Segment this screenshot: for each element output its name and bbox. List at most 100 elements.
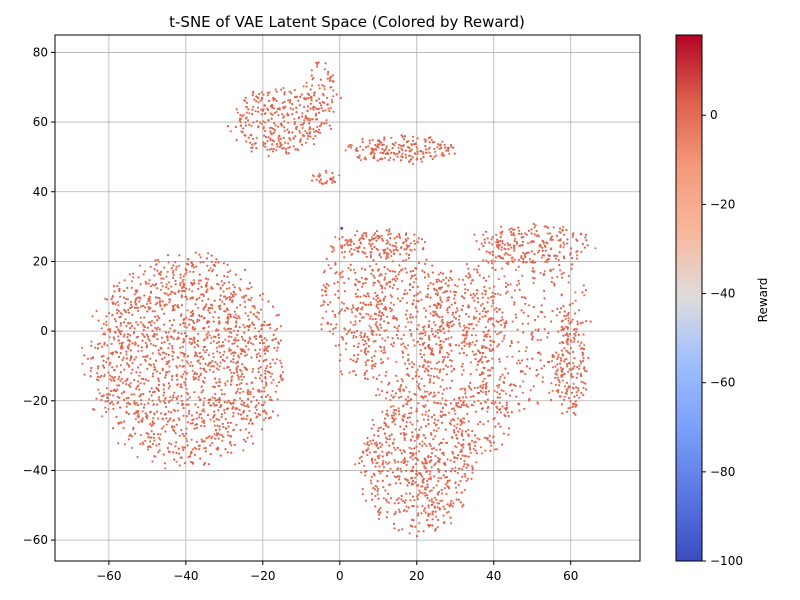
scatter-point [121,346,124,349]
scatter-point [290,92,293,95]
scatter-point [215,258,218,261]
scatter-point [429,154,432,158]
scatter-point [501,242,504,245]
scatter-point [143,382,146,385]
scatter-point [375,325,378,328]
scatter-point [140,399,143,402]
scatter-point [537,251,540,254]
scatter-point [229,383,232,386]
scatter-point [551,276,554,279]
scatter-point [467,434,470,437]
scatter-point [525,233,528,236]
scatter-point [185,360,188,363]
scatter-point [212,416,215,419]
scatter-point [197,406,200,409]
scatter-point [407,353,410,356]
scatter-point [417,387,421,390]
scatter-point [461,429,464,432]
scatter-point [315,99,318,102]
scatter-point [143,316,146,319]
scatter-point [537,235,541,238]
scatter-point [427,136,431,140]
scatter-point [197,287,200,290]
scatter-point [137,309,140,313]
scatter-point [391,421,394,424]
scatter-point [103,366,106,369]
scatter-point [119,295,122,298]
scatter-point [181,345,184,348]
scatter-point [517,359,520,362]
scatter-point [482,331,485,334]
scatter-point [264,395,268,398]
scatter-point [387,230,390,233]
scatter-point [148,390,151,393]
scatter-point [276,398,279,401]
scatter-point [583,246,587,249]
scatter-point [364,277,367,280]
scatter-point [371,242,374,245]
scatter-point [400,470,403,473]
scatter-point [139,442,142,445]
scatter-point [417,402,420,405]
scatter-point [131,342,134,345]
scatter-point [250,341,253,345]
scatter-point [150,320,154,323]
scatter-point [349,268,352,271]
scatter-point [215,381,218,384]
scatter-point [476,301,480,304]
scatter-point [474,434,477,437]
scatter-point [405,232,408,235]
scatter-point [186,298,189,301]
scatter-point [373,281,376,284]
scatter-point [501,318,504,321]
scatter-point [212,352,215,355]
scatter-point [125,353,128,356]
scatter-point [374,317,377,321]
scatter-point [402,259,405,262]
scatter-point [300,93,303,96]
scatter-point [452,368,455,371]
scatter-point [189,460,193,464]
scatter-point [556,368,559,371]
scatter-point [394,248,398,251]
scatter-point [565,388,568,391]
scatter-point [298,140,302,143]
scatter-point [207,463,211,466]
scatter-point [402,509,405,512]
scatter-point [115,326,118,329]
scatter-point [443,331,446,335]
scatter-point [143,294,146,297]
scatter-point [108,336,111,339]
scatter-point [252,343,255,346]
scatter-point [371,329,374,332]
scatter-point [327,70,330,74]
scatter-point [351,311,354,314]
scatter-point [384,148,387,151]
scatter-point [244,354,247,357]
scatter-point [522,260,525,263]
scatter-point [210,254,213,257]
scatter-point [205,437,208,440]
scatter-point [455,434,458,437]
scatter-point [317,61,320,64]
scatter-point [226,356,229,359]
scatter-point [97,319,100,322]
scatter-point [447,330,450,333]
scatter-point [471,465,474,468]
scatter-point [512,383,515,386]
scatter-point [477,320,480,323]
scatter-point [188,318,191,321]
scatter-point [450,504,453,507]
scatter-point [423,325,426,328]
scatter-point [376,145,379,149]
scatter-point [110,400,113,404]
scatter-point [486,301,489,304]
scatter-point [386,438,389,441]
scatter-point [153,268,156,271]
scatter-point [361,234,364,237]
scatter-point [469,323,472,326]
scatter-point [171,378,174,381]
scatter-point [428,320,431,323]
scatter-point [248,326,251,329]
scatter-point [172,307,175,310]
